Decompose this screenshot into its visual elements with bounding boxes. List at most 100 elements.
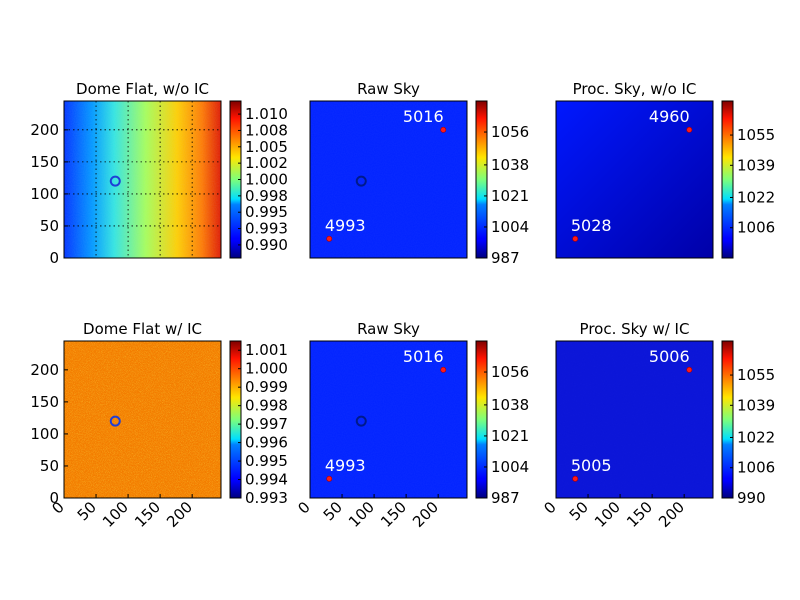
point-label: 5016: [403, 107, 444, 126]
sample-point: [440, 366, 447, 373]
point-label: 5016: [403, 347, 444, 366]
axes-frame: [309, 340, 468, 499]
ytick-label: 100: [30, 185, 59, 203]
panel-1: Dome Flat, w/o IC0501001502000.9900.9930…: [30, 80, 288, 267]
xtick-label: 150: [623, 498, 656, 531]
point-label: 4960: [649, 107, 690, 126]
colorbar-tick-label: 1056: [491, 363, 529, 381]
heatmap-image: [310, 101, 467, 258]
colorbar-frame: [721, 100, 734, 259]
colorbar-tick-label: 1004: [491, 458, 529, 476]
xtick-label: 50: [74, 498, 100, 524]
xtick-label: 200: [163, 498, 196, 531]
colorbar: [230, 341, 241, 498]
axes-frame: [555, 340, 714, 499]
xtick-label: 50: [566, 498, 592, 524]
colorbar-tick-label: 1022: [737, 428, 775, 446]
colorbar-tick-label: 0.993: [245, 489, 288, 507]
colorbar-tick-label: 0.999: [245, 378, 288, 396]
xtick-label: 100: [591, 498, 624, 531]
panel-title: Proc. Sky, w/o IC: [573, 80, 697, 98]
panel-title: Dome Flat w/ IC: [83, 320, 202, 338]
axes-frame: [309, 100, 468, 259]
ytick-label: 200: [30, 121, 59, 139]
colorbar-tick-label: 1021: [491, 187, 529, 205]
xtick-label: 150: [377, 498, 410, 531]
ring-feature: [355, 175, 367, 187]
colorbar-tick-label: 1006: [737, 459, 775, 477]
colorbar-tick-label: 990: [737, 489, 766, 507]
ring-feature: [109, 415, 121, 427]
sample-point: [326, 235, 333, 242]
colorbar: [476, 101, 487, 258]
colorbar-tick-label: 1055: [737, 126, 775, 144]
colorbar-tick-label: 0.994: [245, 471, 288, 489]
ytick-label: 150: [30, 393, 59, 411]
colorbar-tick-label: 0.998: [245, 187, 288, 205]
panel-title: Proc. Sky w/ IC: [580, 320, 690, 338]
colorbar-tick-label: 1006: [737, 219, 775, 237]
colorbar-tick-label: 0.995: [245, 203, 288, 221]
panel-5: 4993 5016 Raw Sky 0 50 100 150 200 987 1004 1021 10…: [294, 320, 529, 531]
colorbar-tick-label: 0.996: [245, 434, 288, 452]
colorbar-tick-label: 1.000: [245, 360, 288, 378]
colorbar-tick-label: 1.008: [245, 121, 288, 139]
colorbar-tick-label: 1039: [737, 156, 775, 174]
sample-point: [572, 235, 579, 242]
sample-point: [326, 475, 333, 482]
colorbar-frame: [721, 340, 734, 499]
xtick-label: 100: [345, 498, 378, 531]
point-label: 4993: [325, 216, 366, 235]
xtick-label: 50: [320, 498, 346, 524]
sample-point: [686, 366, 693, 373]
ytick-label: 0: [49, 249, 59, 267]
heatmap-image: [64, 101, 221, 258]
colorbar-tick-label: 1038: [491, 396, 529, 414]
ytick-label: 150: [30, 153, 59, 171]
xtick-label: 150: [131, 498, 164, 531]
ytick-label: 50: [40, 457, 59, 475]
axes-frame: [63, 340, 222, 499]
colorbar-tick-label: 987: [491, 249, 520, 267]
colorbar-frame: [475, 100, 488, 259]
panel-title: Dome Flat, w/o IC: [76, 80, 209, 98]
colorbar-tick-label: 1021: [491, 427, 529, 445]
colorbar-frame: [229, 340, 242, 499]
sample-point: [440, 126, 447, 133]
colorbar-tick-label: 1.001: [245, 341, 288, 359]
panel-6: 5005 5006 Proc. Sky w/ IC 0 50 100 150 200 990 10…: [540, 320, 775, 531]
colorbar-tick-label: 0.997: [245, 415, 288, 433]
colorbar-tick-label: 1038: [491, 156, 529, 174]
colorbar: [230, 101, 241, 258]
ring-feature: [109, 175, 121, 187]
axes-frame: [555, 100, 714, 259]
colorbar-tick-label: 987: [491, 489, 520, 507]
ring-feature: [355, 415, 367, 427]
panel-title: Raw Sky: [357, 80, 420, 98]
heatmap-image: [556, 101, 713, 258]
ytick-label: 50: [40, 217, 59, 235]
xtick-label: 0: [540, 498, 559, 517]
colorbar-frame: [475, 340, 488, 499]
point-label: 5006: [649, 347, 690, 366]
colorbar-tick-label: 1004: [491, 218, 529, 236]
colorbar-tick-label: 0.993: [245, 220, 288, 238]
colorbar: [476, 341, 487, 498]
heatmap-image: [64, 341, 221, 498]
point-label: 5005: [571, 456, 612, 475]
ytick-label: 0: [49, 489, 59, 507]
axes-frame: [63, 100, 222, 259]
sample-point: [572, 475, 579, 482]
xtick-label: 200: [409, 498, 442, 531]
heatmap-image: [310, 341, 467, 498]
colorbar-tick-label: 0.998: [245, 397, 288, 415]
colorbar-tick-label: 1.000: [245, 171, 288, 189]
colorbar-tick-label: 0.995: [245, 452, 288, 470]
colorbar-tick-label: 1.002: [245, 154, 288, 172]
ytick-label: 200: [30, 361, 59, 379]
colorbar-tick-label: 1.005: [245, 138, 288, 156]
xtick-label: 200: [655, 498, 688, 531]
heatmap-image: [556, 341, 713, 498]
